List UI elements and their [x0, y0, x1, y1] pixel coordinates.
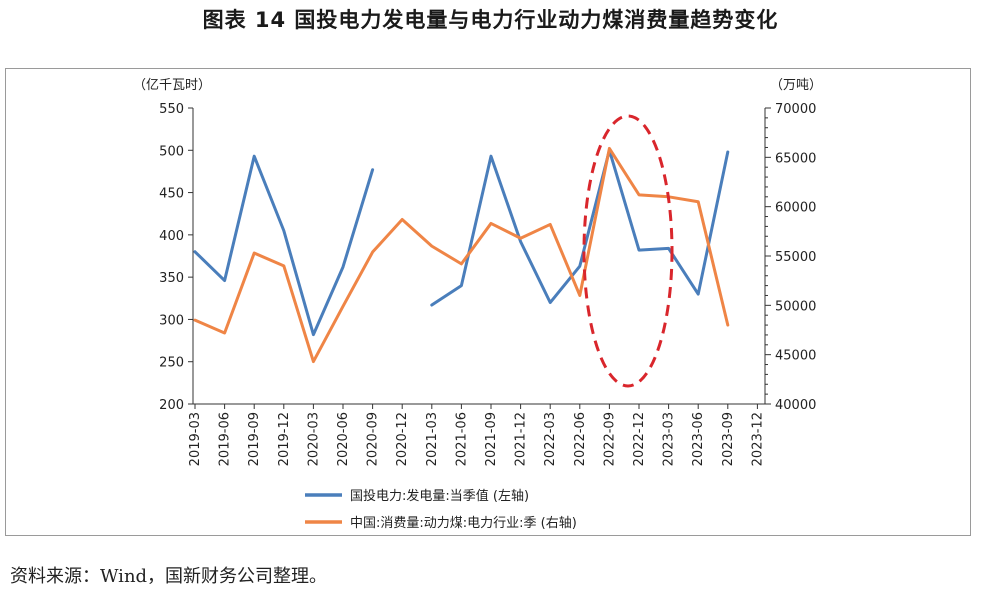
legend: 国投电力:发电量:当季值 (左轴) 中国:消费量:动力煤:电力行业:季 (右轴): [305, 488, 577, 531]
x-tick-label: 2020-09: [366, 412, 381, 466]
left-tick-label: 450: [159, 187, 184, 202]
right-tick-label: 45000: [775, 349, 816, 364]
x-tick-label: 2021-03: [425, 412, 440, 466]
left-axis-unit: （亿千瓦时）: [133, 78, 211, 93]
right-axis-unit: （万吨）: [770, 78, 822, 93]
x-tick-label: 2022-12: [632, 412, 647, 466]
left-tick-label: 200: [159, 398, 184, 413]
x-tick-label: 2022-03: [543, 412, 558, 466]
series-line-left: [430, 148, 730, 307]
left-tick-label: 400: [159, 229, 184, 244]
legend-label: 中国:消费量:动力煤:电力行业:季 (右轴): [350, 516, 577, 531]
x-tick-label: 2022-09: [602, 412, 617, 466]
right-tick-label: 65000: [775, 151, 816, 166]
axes: 200 250 300 350 400 450 500 550 40000 45000 50000 5…: [133, 78, 822, 466]
x-tick-label: 2023-12: [750, 412, 765, 466]
legend-label: 国投电力:发电量:当季值 (左轴): [350, 488, 529, 504]
x-tick-label: 2023-09: [721, 412, 736, 466]
x-tick-label: 2021-06: [454, 412, 469, 466]
right-tick-label: 40000: [775, 398, 816, 413]
x-tick-label: 2019-12: [277, 412, 292, 466]
left-tick-label: 250: [159, 356, 184, 371]
left-tick-label: 350: [159, 271, 184, 286]
left-tick-label: 550: [159, 102, 184, 117]
x-tick-label: 2023-06: [691, 412, 706, 466]
x-tick-label: 2019-03: [188, 412, 203, 466]
x-tick-label: 2020-06: [336, 412, 351, 466]
x-tick-label: 2021-09: [484, 412, 499, 466]
left-tick-label: 500: [159, 144, 184, 159]
x-tick-label: 2019-09: [247, 412, 262, 466]
series-line-right: [193, 146, 730, 364]
right-tick-label: 50000: [775, 299, 816, 314]
series-line-left: [193, 154, 375, 337]
right-tick-label: 70000: [775, 102, 816, 117]
chart-frame: [5, 68, 971, 536]
x-tick-label: 2020-12: [395, 412, 410, 466]
x-tick-label: 2019-06: [218, 412, 233, 466]
x-tick-label: 2023-03: [662, 412, 677, 466]
right-tick-label: 55000: [775, 250, 816, 265]
chart-title: 图表 14 国投电力发电量与电力行业动力煤消费量趋势变化: [202, 8, 779, 32]
left-tick-label: 300: [159, 313, 184, 328]
x-tick-label: 2022-06: [573, 412, 588, 466]
highlight-ellipse: [582, 114, 674, 388]
right-tick-label: 60000: [775, 201, 816, 216]
x-tick-label: 2020-03: [306, 412, 321, 466]
source-note: 资料来源：Wind，国新财务公司整理。: [10, 566, 328, 587]
x-tick-label: 2021-12: [514, 412, 529, 466]
series-lines: [193, 146, 730, 364]
